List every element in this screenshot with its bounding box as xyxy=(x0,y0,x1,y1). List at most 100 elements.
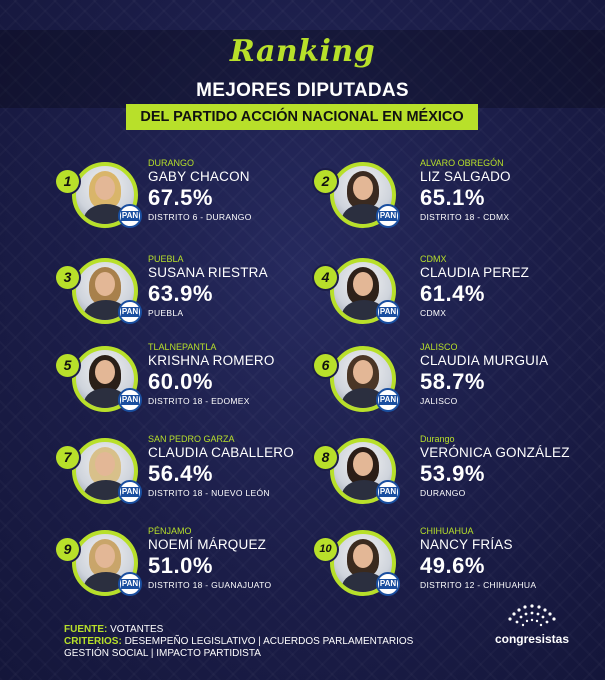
avatar-face xyxy=(95,176,115,200)
region-label: PUEBLA xyxy=(148,254,184,264)
rank-badge: 6 xyxy=(314,354,337,377)
pan-logo-icon: PAN xyxy=(118,300,142,324)
ranking-card-3: 3 PAN PUEBLA SUSANA RIESTRA 63.9% PUEBLA xyxy=(56,254,336,344)
district-label: DISTRITO 18 - EDOMEX xyxy=(148,396,250,406)
avatar-body xyxy=(342,480,386,500)
region-label: SAN PEDRO GARZA xyxy=(148,434,235,444)
avatar-body xyxy=(342,572,386,592)
rank-badge: 2 xyxy=(314,170,337,193)
avatar-face xyxy=(95,272,115,296)
pan-logo-icon: PAN xyxy=(376,388,400,412)
card-text: PÉNJAMO NOEMÍ MÁRQUEZ 51.0% DISTRITO 18 … xyxy=(148,526,338,591)
rank-badge: 3 xyxy=(56,266,79,289)
district-label: DISTRITO 18 - CDMX xyxy=(420,212,510,222)
header: Ranking MEJORES DIPUTADAS DEL PARTIDO AC… xyxy=(0,0,605,150)
region-label: PÉNJAMO xyxy=(148,526,192,536)
approval-percent: 49.6% xyxy=(420,553,485,578)
approval-percent: 51.0% xyxy=(148,553,213,578)
avatar-face xyxy=(353,544,373,568)
source-label: FUENTE: xyxy=(64,624,108,635)
card-text: DURANGO GABY CHACON 67.5% DISTRITO 6 - D… xyxy=(148,158,338,223)
avatar-face xyxy=(95,360,115,384)
deputy-name: NOEMÍ MÁRQUEZ xyxy=(148,537,267,552)
deputy-name: KRISHNA ROMERO xyxy=(148,353,275,368)
deputy-name: SUSANA RIESTRA xyxy=(148,265,268,280)
footer-notes: FUENTE: VOTANTES CRITERIOS: DESEMPEÑO LE… xyxy=(64,624,413,660)
deputy-name: VERÓNICA GONZÁLEZ xyxy=(420,445,570,460)
ranking-card-7: 7 PAN SAN PEDRO GARZA CLAUDIA CABALLERO … xyxy=(56,434,336,524)
avatar xyxy=(72,530,138,596)
avatar xyxy=(330,162,396,228)
pan-logo-icon: PAN xyxy=(118,480,142,504)
region-label: ALVARO OBREGÓN xyxy=(420,158,504,168)
subtitle-banner: DEL PARTIDO ACCIÓN NACIONAL EN MÉXICO xyxy=(126,104,478,130)
region-label: JALISCO xyxy=(420,342,458,352)
deputy-name: GABY CHACON xyxy=(148,169,250,184)
ranking-title: Ranking xyxy=(229,34,376,69)
rank-badge: 9 xyxy=(56,538,79,561)
district-label: DISTRITO 6 - DURANGO xyxy=(148,212,252,222)
pan-logo-icon: PAN xyxy=(118,388,142,412)
criteria-line-2: GESTIÓN SOCIAL | IMPACTO PARTIDISTA xyxy=(64,648,261,659)
pan-logo-icon: PAN xyxy=(376,204,400,228)
pan-logo-icon: PAN xyxy=(376,300,400,324)
ranking-card-6: 6 PAN JALISCO CLAUDIA MURGUIA 58.7% JALI… xyxy=(314,342,594,432)
rank-badge: 5 xyxy=(56,354,79,377)
card-text: CDMX CLAUDIA PEREZ 61.4% CDMX xyxy=(420,254,605,319)
card-text: JALISCO CLAUDIA MURGUIA 58.7% JALISCO xyxy=(420,342,605,407)
pan-logo-icon: PAN xyxy=(118,204,142,228)
avatar-body xyxy=(342,388,386,408)
rank-badge: 8 xyxy=(314,446,337,469)
rank-badge: 4 xyxy=(314,266,337,289)
page-title: MEJORES DIPUTADAS xyxy=(196,80,409,101)
deputy-name: LIZ SALGADO xyxy=(420,169,511,184)
ranking-card-9: 9 PAN PÉNJAMO NOEMÍ MÁRQUEZ 51.0% DISTRI… xyxy=(56,526,336,616)
avatar-face xyxy=(353,360,373,384)
avatar-face xyxy=(95,452,115,476)
district-label: CDMX xyxy=(420,308,447,318)
card-text: Durango VERÓNICA GONZÁLEZ 53.9% DURANGO xyxy=(420,434,605,499)
approval-percent: 60.0% xyxy=(148,369,213,394)
ranking-card-8: 8 PAN Durango VERÓNICA GONZÁLEZ 53.9% DU… xyxy=(314,434,594,524)
avatar xyxy=(72,162,138,228)
avatar-body xyxy=(84,388,128,408)
ranking-card-2: 2 PAN ALVARO OBREGÓN LIZ SALGADO 65.1% D… xyxy=(314,158,594,248)
avatar-body xyxy=(342,300,386,320)
district-label: DISTRITO 18 - GUANAJUATO xyxy=(148,580,272,590)
criteria-label: CRITERIOS: xyxy=(64,636,122,647)
rank-badge: 10 xyxy=(314,538,337,561)
card-text: TLALNEPANTLA KRISHNA ROMERO 60.0% DISTRI… xyxy=(148,342,338,407)
region-label: TLALNEPANTLA xyxy=(148,342,217,352)
ranking-card-4: 4 PAN CDMX CLAUDIA PEREZ 61.4% CDMX xyxy=(314,254,594,344)
district-label: JALISCO xyxy=(420,396,458,406)
region-label: Durango xyxy=(420,434,455,444)
avatar-face xyxy=(353,272,373,296)
approval-percent: 63.9% xyxy=(148,281,213,306)
avatar-body xyxy=(84,480,128,500)
approval-percent: 67.5% xyxy=(148,185,213,210)
district-label: DISTRITO 18 - NUEVO LEÓN xyxy=(148,488,270,498)
avatar-body xyxy=(84,572,128,592)
pan-logo-icon: PAN xyxy=(376,480,400,504)
avatar-body xyxy=(84,204,128,224)
ranking-card-5: 5 PAN TLALNEPANTLA KRISHNA ROMERO 60.0% … xyxy=(56,342,336,432)
rank-badge: 7 xyxy=(56,446,79,469)
card-text: ALVARO OBREGÓN LIZ SALGADO 65.1% DISTRIT… xyxy=(420,158,605,223)
avatar-body xyxy=(84,300,128,320)
region-label: CHIHUAHUA xyxy=(420,526,474,536)
region-label: DURANGO xyxy=(148,158,195,168)
pan-logo-icon: PAN xyxy=(118,572,142,596)
region-label: CDMX xyxy=(420,254,447,264)
deputy-name: CLAUDIA CABALLERO xyxy=(148,445,294,460)
deputy-name: CLAUDIA MURGUIA xyxy=(420,353,549,368)
avatar-face xyxy=(353,176,373,200)
avatar-face xyxy=(95,544,115,568)
card-text: CHIHUAHUA NANCY FRÍAS 49.6% DISTRITO 12 … xyxy=(420,526,605,591)
avatar xyxy=(330,346,396,412)
deputy-name: CLAUDIA PEREZ xyxy=(420,265,530,280)
header-band xyxy=(0,30,605,108)
ranking-card-10: 10 PAN CHIHUAHUA NANCY FRÍAS 49.6% DISTR… xyxy=(314,526,594,616)
approval-percent: 58.7% xyxy=(420,369,485,394)
approval-percent: 56.4% xyxy=(148,461,213,486)
deputy-name: NANCY FRÍAS xyxy=(420,537,513,552)
